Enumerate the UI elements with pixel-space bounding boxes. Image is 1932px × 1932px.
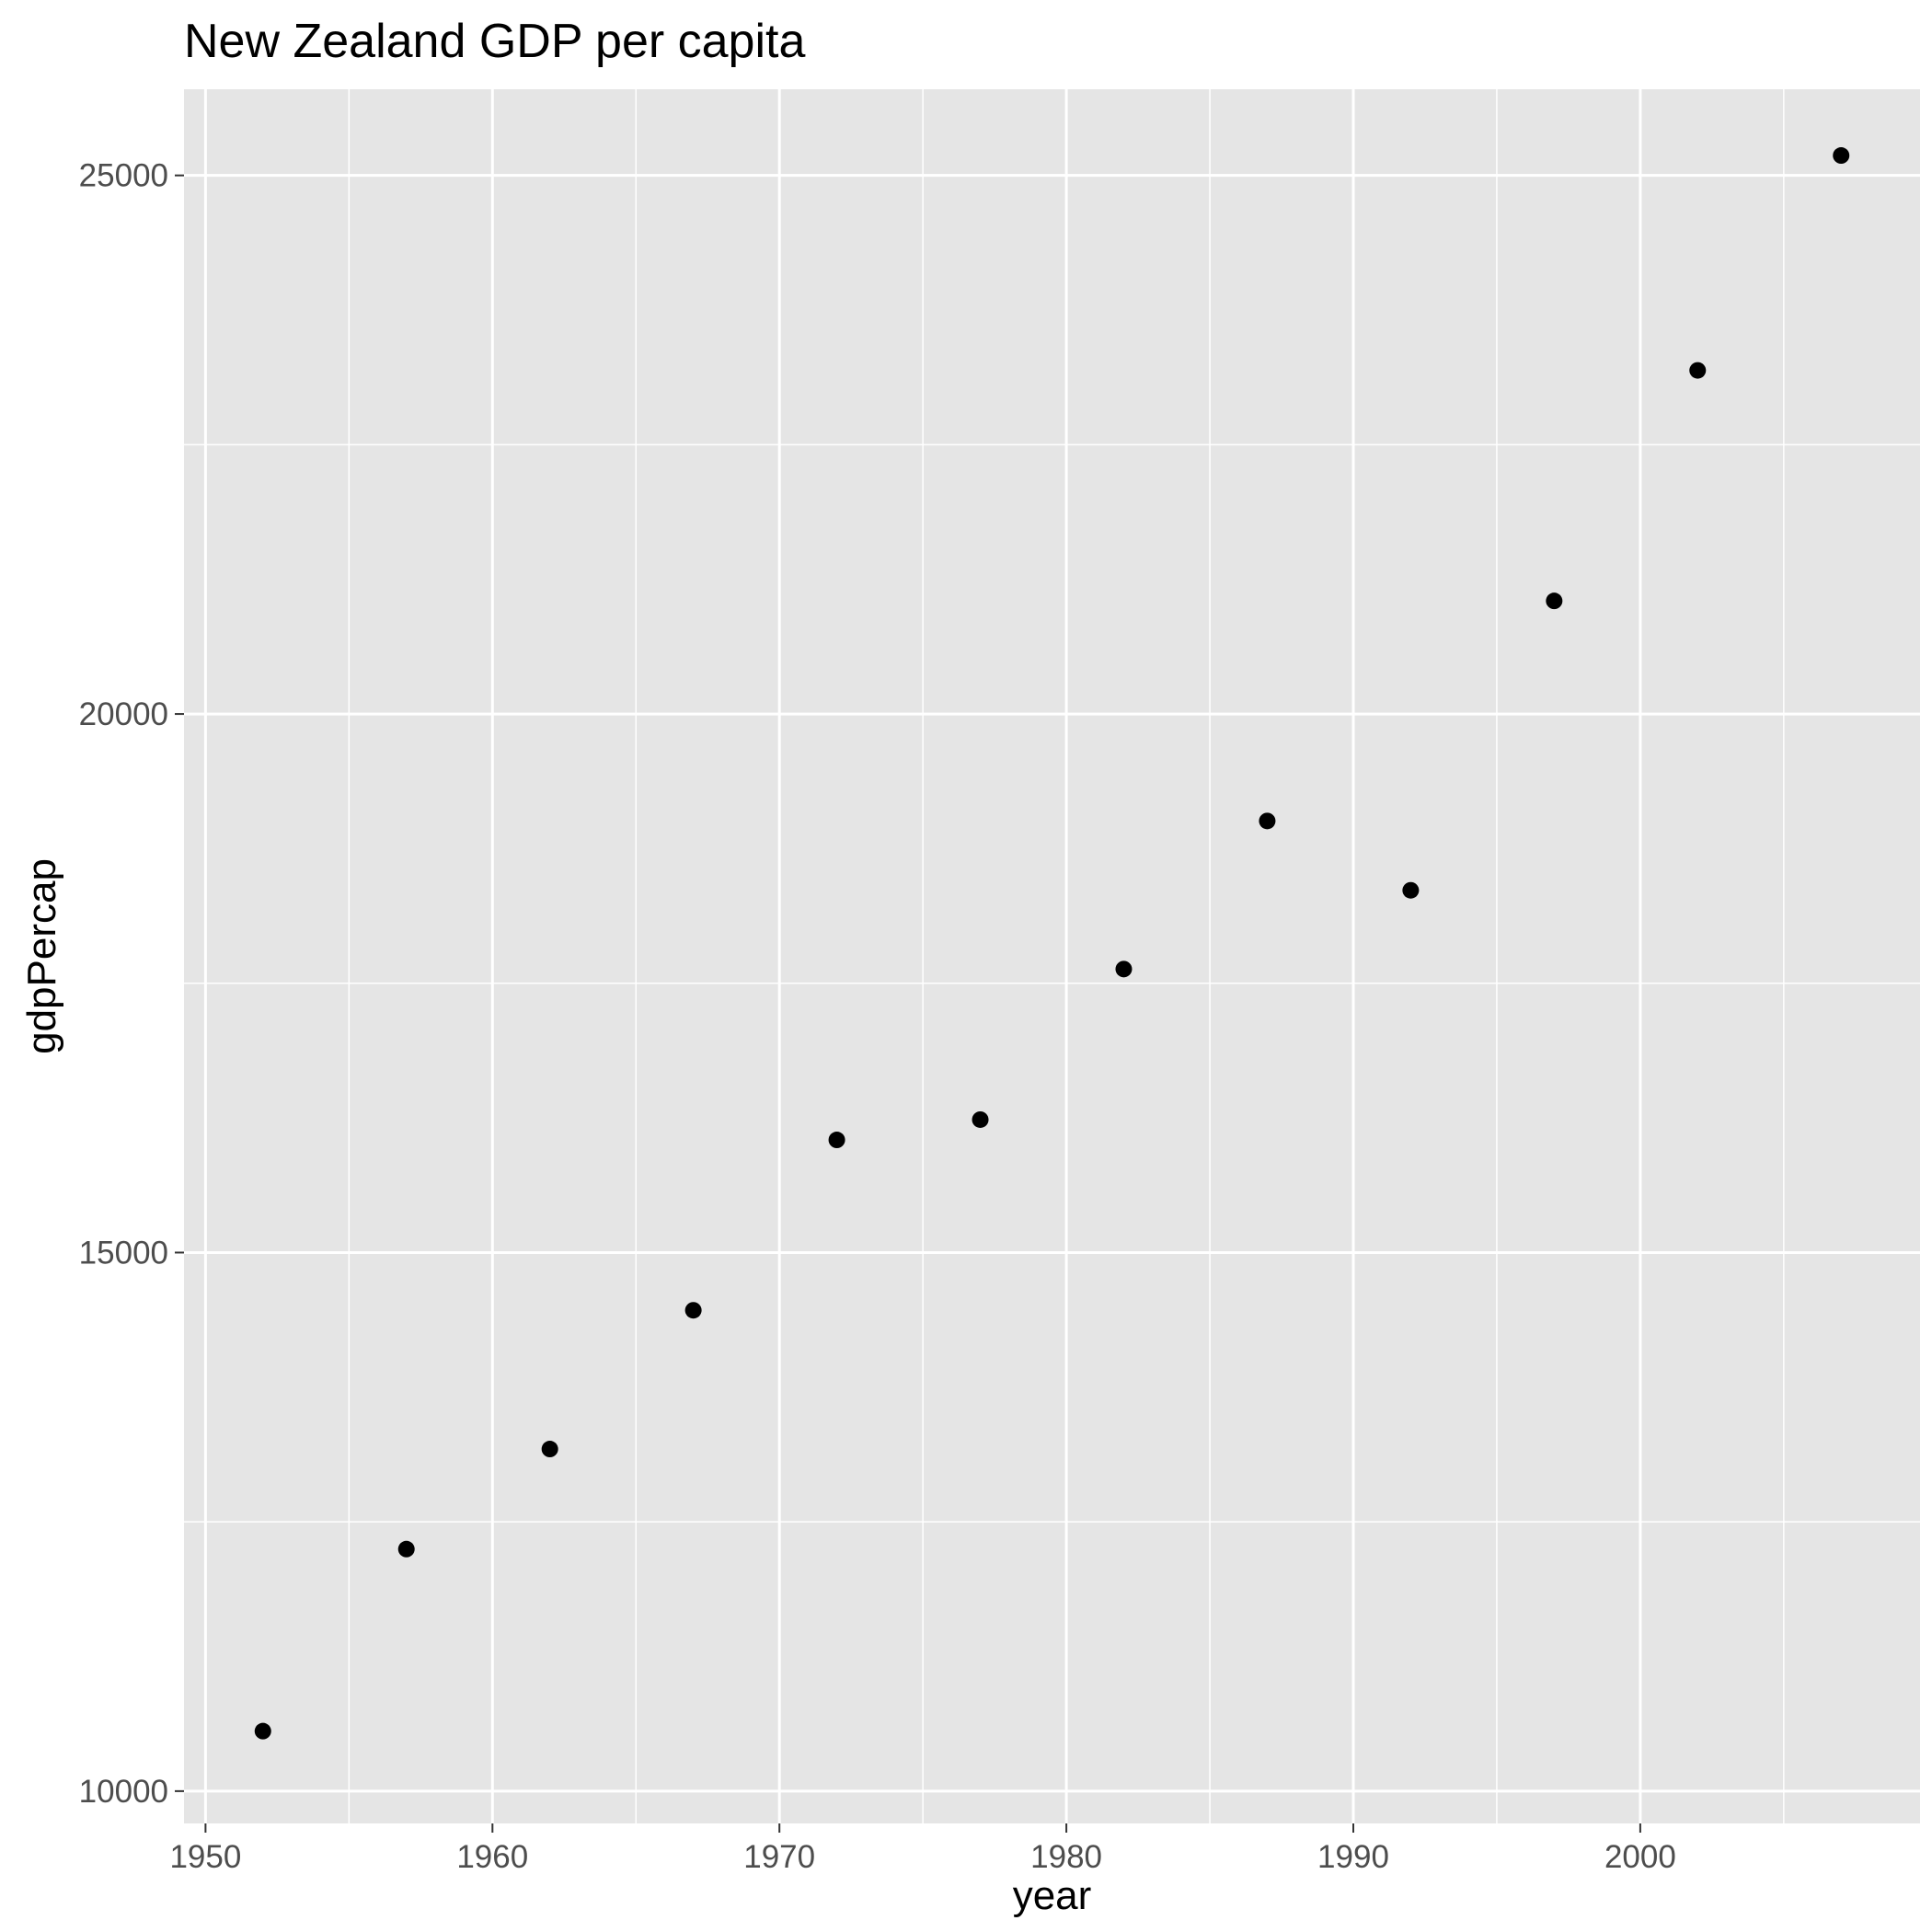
y-axis-title: gdpPercap — [19, 858, 64, 1054]
data-point — [1833, 147, 1850, 165]
y-tick-label: 15000 — [79, 1235, 168, 1271]
data-point — [828, 1132, 845, 1149]
data-point — [397, 1540, 415, 1558]
data-point — [972, 1110, 989, 1128]
plot-panel — [184, 89, 1920, 1823]
x-axis-title: year — [1013, 1873, 1092, 1918]
data-point — [684, 1302, 702, 1319]
chart-title: New Zealand GDP per capita — [184, 15, 805, 68]
data-point — [1689, 362, 1707, 379]
y-axis: 10000 15000 20000 25000 — [79, 158, 184, 1810]
data-point — [1546, 592, 1563, 610]
y-tick-label: 10000 — [79, 1774, 168, 1810]
data-points — [254, 147, 1850, 1740]
x-tick-label: 2000 — [1604, 1839, 1676, 1875]
data-point — [254, 1722, 271, 1740]
x-axis: 1950 1960 1970 1980 1990 2000 — [169, 1823, 1676, 1875]
x-tick-label: 1960 — [456, 1839, 528, 1875]
y-tick-label: 25000 — [79, 158, 168, 194]
x-tick-label: 1970 — [743, 1839, 815, 1875]
data-point — [541, 1441, 558, 1458]
minor-gridlines — [184, 89, 1920, 1823]
data-point — [1402, 881, 1420, 899]
x-tick-label: 1950 — [169, 1839, 241, 1875]
x-tick-label: 1980 — [1030, 1839, 1102, 1875]
major-gridlines — [184, 89, 1920, 1823]
x-tick-label: 1990 — [1317, 1839, 1389, 1875]
y-tick-label: 20000 — [79, 696, 168, 732]
data-point — [1259, 812, 1276, 830]
data-point — [1115, 960, 1133, 978]
